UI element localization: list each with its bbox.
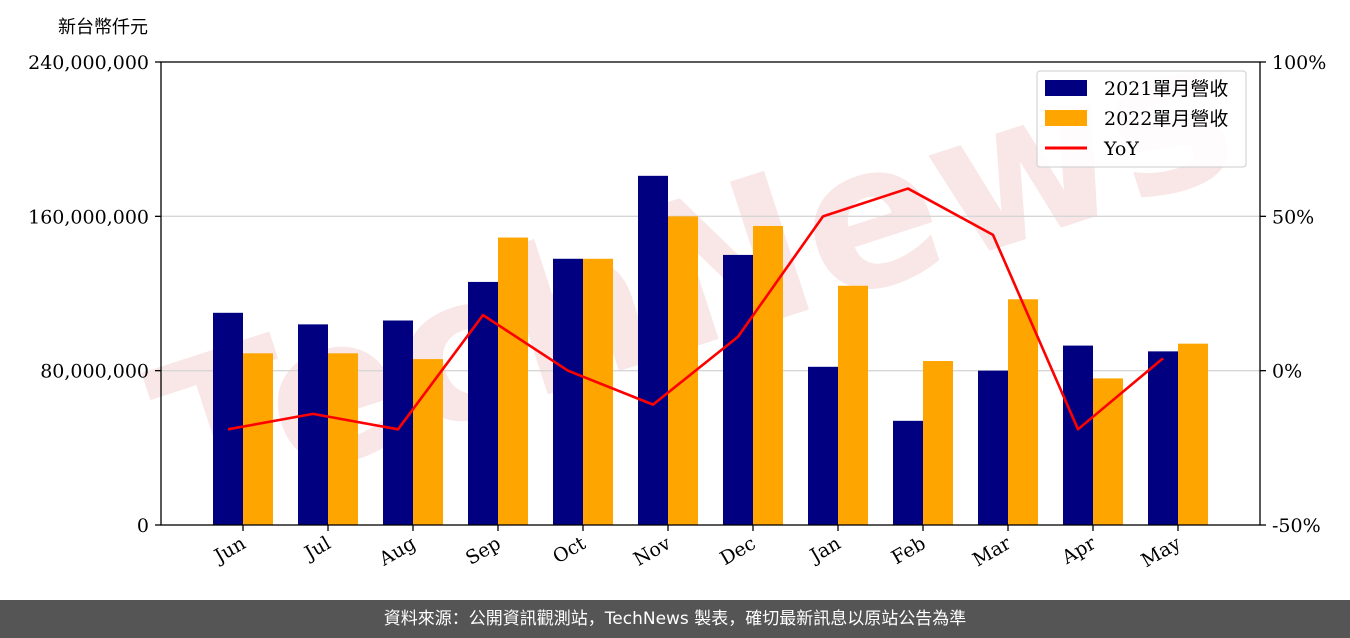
legend-swatch-2021 (1045, 80, 1087, 96)
bar-2021-jun (213, 312, 243, 525)
bar-2021-may (1148, 351, 1178, 525)
x-axis: Jun Jul Aug Sep Oct Nov Dec Jan Feb Mar Apr May (209, 525, 1185, 572)
x-tick-label-sep: Sep (462, 532, 505, 569)
x-tick-label-mar: Mar (969, 532, 1015, 571)
bar-2022-jul (328, 353, 358, 525)
x-tick-label-nov: Nov (630, 532, 675, 571)
bar-2022-jun (243, 353, 273, 525)
bar-2022-may (1178, 343, 1208, 525)
bar-2021-mar (978, 370, 1008, 525)
bar-2022-nov (668, 216, 698, 526)
bar-2021-sep (468, 281, 498, 525)
right-tick-label: 50% (1272, 206, 1314, 228)
legend: 2021單月營收 2022單月營收 YoY (1036, 70, 1247, 168)
left-tick-label: 80,000,000 (40, 361, 149, 383)
left-tick-label: 240,000,000 (28, 52, 149, 74)
bar-2022-oct (583, 258, 613, 525)
legend-label-yoy: YoY (1103, 138, 1139, 160)
bar-2021-jan (808, 366, 838, 525)
x-tick-label-jul: Jul (299, 532, 334, 565)
bar-2021-jul (298, 324, 328, 525)
bar-2022-jan (838, 285, 868, 525)
legend-label-2022: 2022單月營收 (1104, 108, 1228, 130)
bar-2022-aug (413, 359, 443, 525)
source-footer: 資料來源：公開資訊觀測站，TechNews 製表，確切最新訊息以原站公告為準 (0, 600, 1350, 638)
x-tick-label-jan: Jan (805, 532, 845, 568)
x-tick-label-may: May (1138, 532, 1185, 572)
legend-label-2021: 2021單月營收 (1104, 78, 1228, 100)
bar-2022-sep (498, 237, 528, 525)
x-tick-label-apr: Apr (1057, 532, 1100, 569)
bar-2022-feb (923, 361, 953, 525)
bar-2021-oct (553, 258, 583, 525)
bars-group (213, 175, 1208, 526)
x-tick-label-aug: Aug (375, 532, 420, 571)
y-unit-label: 新台幣仟元 (58, 17, 148, 38)
right-tick-label: 100% (1272, 52, 1326, 74)
bar-2021-nov (638, 175, 668, 525)
x-tick-label-oct: Oct (549, 532, 590, 568)
bar-2021-feb (893, 420, 923, 525)
right-tick-label: -50% (1272, 515, 1321, 537)
bar-2022-mar (1008, 299, 1038, 525)
yoy-line (227, 187, 1164, 431)
legend-frame (1036, 70, 1247, 168)
bar-2022-apr (1093, 378, 1123, 525)
legend-swatch-2022 (1045, 110, 1087, 126)
right-axis: -50% 0% 50% 100% (1260, 52, 1326, 537)
yoy-line-group (227, 187, 1164, 431)
left-tick-label: 160,000,000 (28, 206, 149, 228)
bar-2021-aug (383, 320, 413, 525)
left-tick-label: 0 (137, 515, 149, 537)
x-tick-label-feb: Feb (888, 532, 930, 569)
revenue-chart: TechNews 新台幣仟元 080,000,000160,000,000240… (28, 0, 1326, 572)
plot-frame (160, 61, 1261, 526)
bar-2021-dec (723, 254, 753, 525)
x-tick-label-dec: Dec (716, 532, 759, 570)
bar-2021-apr (1063, 345, 1093, 525)
left-axis: 0 80,000,000 160,000,000 240,000,000 (28, 52, 161, 537)
right-tick-label: 0% (1272, 361, 1302, 383)
bar-2022-dec (753, 225, 783, 525)
